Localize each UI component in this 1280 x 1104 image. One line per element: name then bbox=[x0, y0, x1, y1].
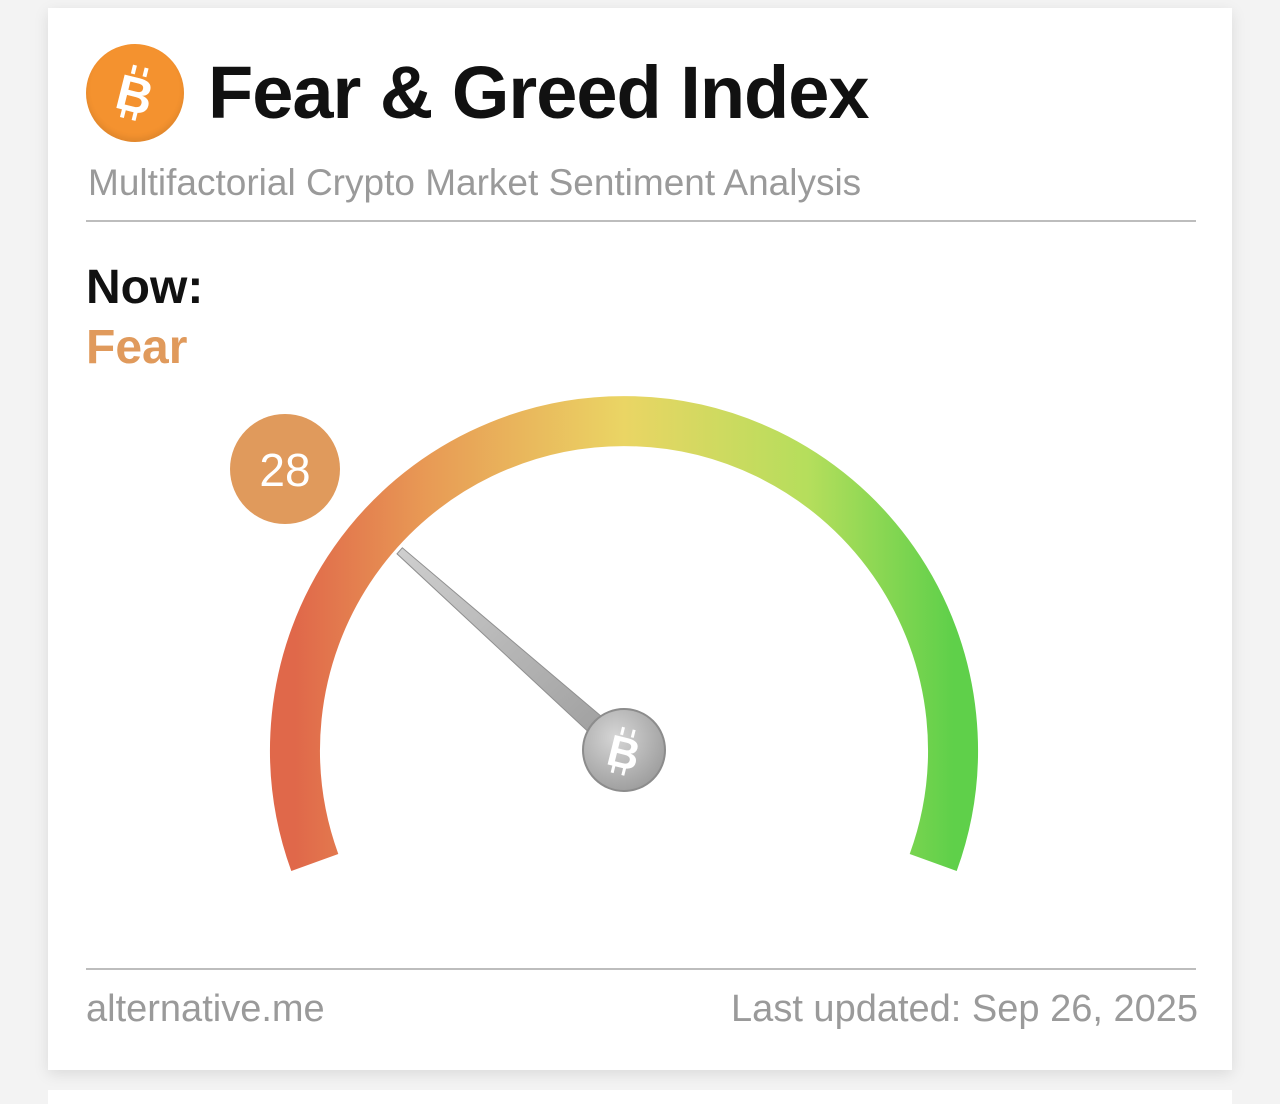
header: B Fear & Greed Index bbox=[86, 44, 870, 142]
page-subtitle: Multifactorial Crypto Market Sentiment A… bbox=[88, 162, 862, 203]
gauge-hub: B bbox=[582, 708, 666, 792]
footer-divider bbox=[86, 968, 1196, 970]
last-updated: Last updated: Sep 26, 2025 bbox=[731, 988, 1198, 1030]
fear-greed-card: B Fear & Greed Index Multifactorial Cryp… bbox=[48, 8, 1232, 1070]
value-badge: 28 bbox=[230, 414, 340, 524]
sentiment-gauge: B 28 bbox=[230, 396, 978, 871]
page-title: Fear & Greed Index bbox=[208, 51, 870, 134]
next-card-edge bbox=[48, 1090, 1232, 1104]
bitcoin-icon: B bbox=[86, 44, 184, 142]
gauge-value: 28 bbox=[259, 444, 310, 496]
now-label: Now: bbox=[86, 261, 204, 314]
header-divider bbox=[86, 220, 1196, 222]
sentiment-classification: Fear bbox=[86, 321, 188, 374]
gauge-arc bbox=[270, 396, 978, 871]
source-link[interactable]: alternative.me bbox=[86, 988, 325, 1030]
